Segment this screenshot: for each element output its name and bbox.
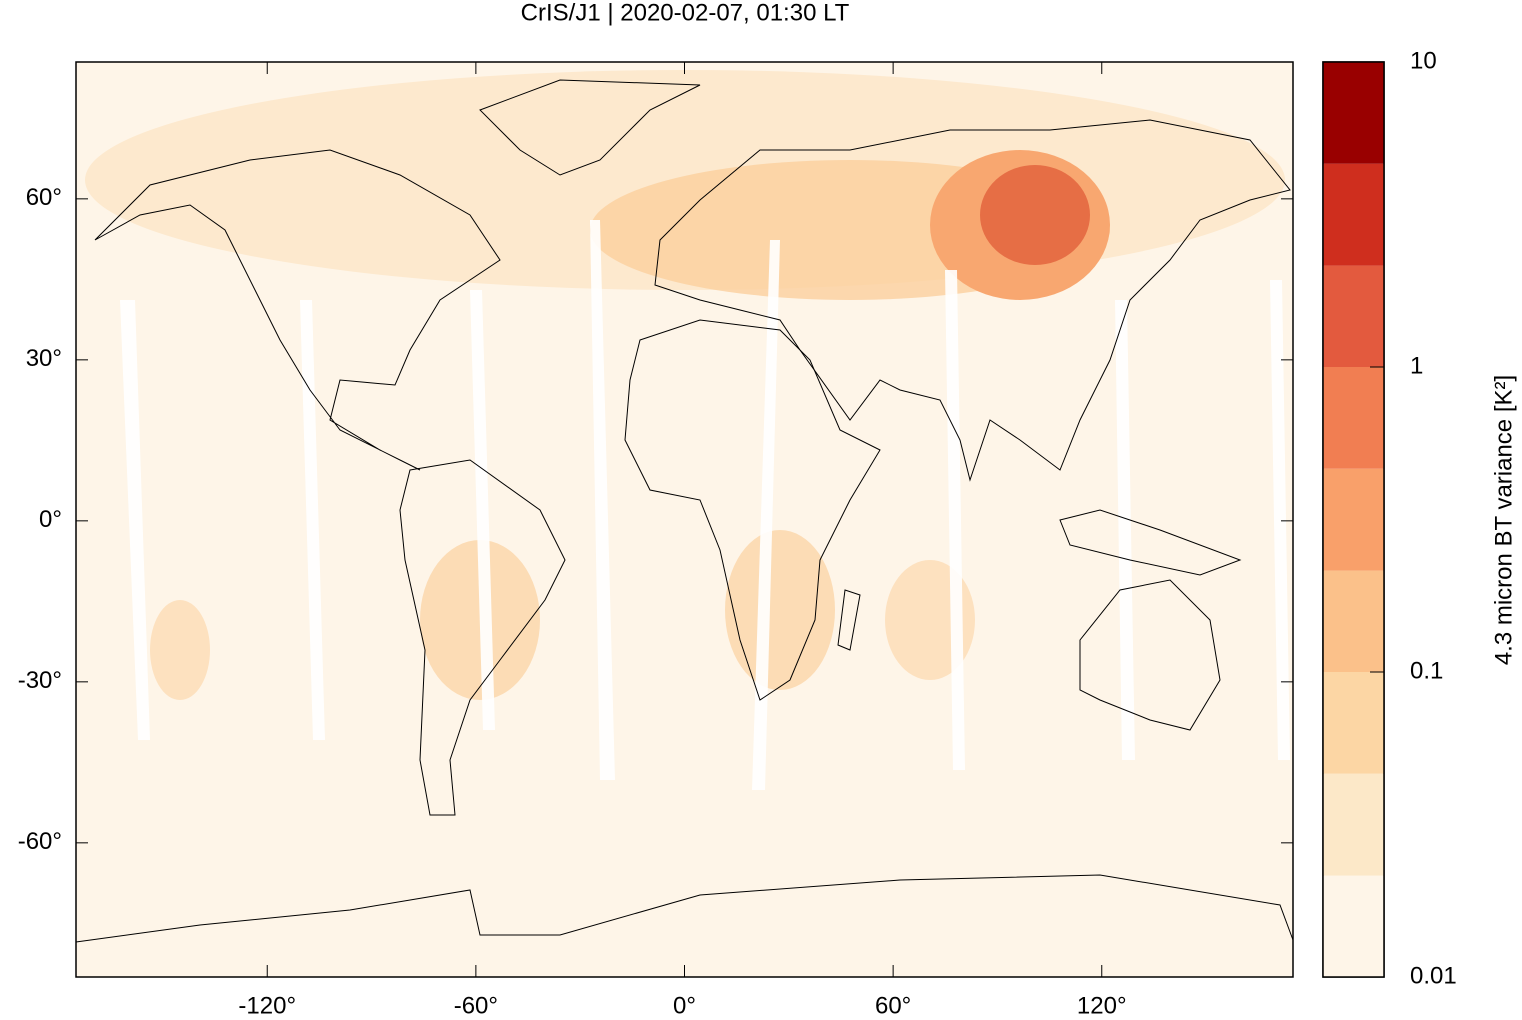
heat-region [150,600,210,700]
colorbar-tick-label: 1 [1410,352,1423,379]
colorbar-level [1323,672,1384,774]
colorbar-level [1323,367,1384,469]
colorbar-level [1323,62,1384,164]
colorbar-outline [1322,61,1385,978]
x-tick-label: 0° [673,992,696,1019]
y-tick-label: -60° [18,828,62,855]
y-tick-label: 30° [26,345,62,372]
colorbar-level [1323,163,1384,266]
map-field [75,61,1294,978]
x-tick-label: -120° [238,992,296,1019]
colorbar-tick-label: 10 [1410,47,1437,74]
colorbar-level [1323,265,1384,367]
swath-gaps [120,220,1290,790]
chart-title: CrIS/J1 | 2020-02-07, 01:30 LT [521,0,850,26]
colorbar-level [1323,875,1384,977]
colorbar-label: 4.3 micron BT variance [K²] [1490,375,1517,665]
x-tick-label: 60° [875,992,911,1019]
x-tick-label: 120° [1077,992,1127,1019]
y-tick-label: 0° [39,506,62,533]
y-tick-label: 60° [26,184,62,211]
heat-region [980,165,1090,265]
colorbar-level [1323,570,1384,672]
coastlines [75,79,1294,943]
colorbar-level [1323,773,1384,876]
x-tick-label: -60° [454,992,498,1019]
heat-region [725,530,835,690]
colorbar-level [1323,468,1384,571]
colorbar-tick-label: 0.1 [1410,657,1443,684]
colorbar-tick-label: 0.01 [1410,962,1457,989]
y-tick-label: -30° [18,667,62,694]
